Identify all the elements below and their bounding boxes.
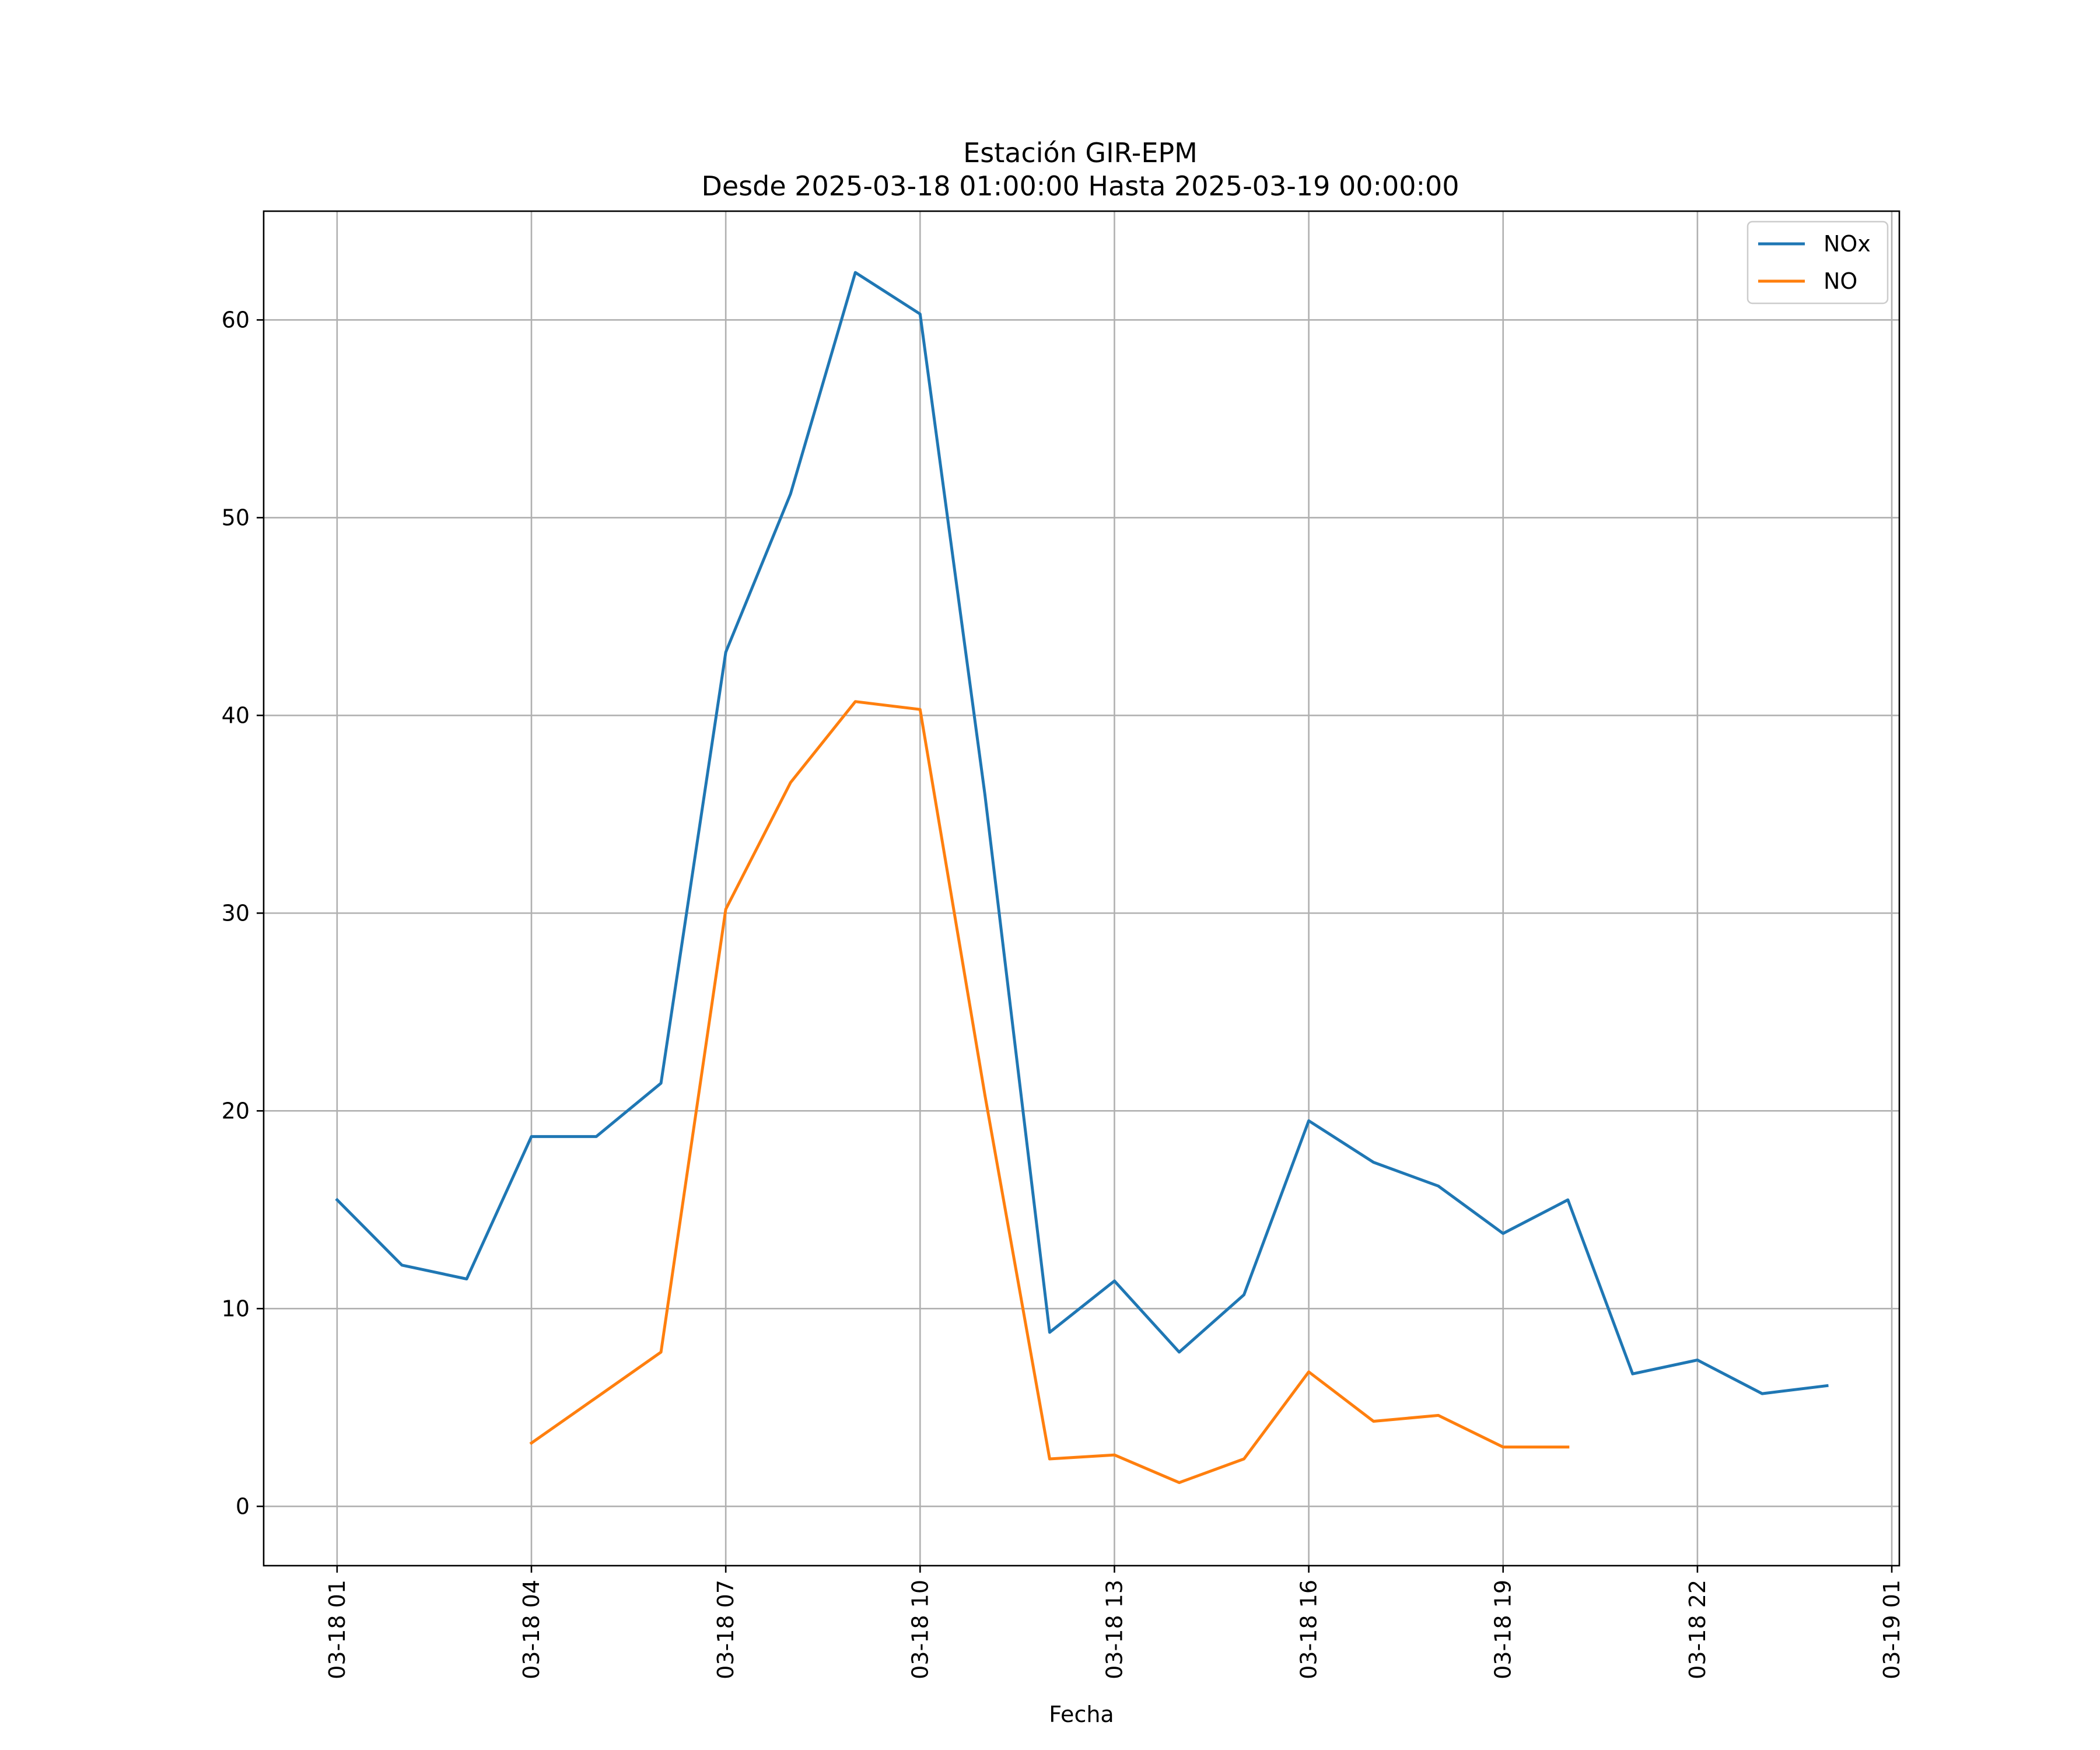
- chart-title: Estación GIR-EPM: [963, 137, 1198, 169]
- x-axis-label: Fecha: [1049, 1702, 1114, 1727]
- y-tick-label: 50: [222, 505, 250, 530]
- x-tick-label: 03-18 01: [324, 1580, 350, 1679]
- axis-ticks: 03-18 01 03-18 04 03-18 07 03-18 10 03-18 13…: [222, 307, 1905, 1679]
- y-tick-label: 30: [222, 900, 250, 926]
- x-tick-label: 03-18 19: [1490, 1580, 1516, 1679]
- series-no: [529, 700, 1570, 1485]
- legend-label-nox: NOx: [1824, 231, 1871, 257]
- x-tick-label: 03-18 10: [907, 1580, 933, 1679]
- series-line-no: [529, 700, 1570, 1485]
- x-tick-label: 03-18 13: [1101, 1580, 1127, 1679]
- chart-subtitle: Desde 2025-03-18 01:00:00 Hasta 2025-03-…: [701, 170, 1459, 202]
- x-tick-label: 03-18 22: [1685, 1580, 1710, 1679]
- series-line-nox: [335, 271, 1829, 1395]
- series-lines: [335, 271, 1829, 1485]
- y-tick-label: 0: [236, 1493, 250, 1519]
- series-nox: [335, 271, 1829, 1395]
- y-tick-label: 10: [222, 1296, 250, 1321]
- x-tick-label: 03-18 04: [519, 1580, 544, 1679]
- legend: NOx NO: [1746, 220, 1889, 304]
- x-tick-label: 03-19 01: [1879, 1580, 1905, 1679]
- y-tick-label: 20: [222, 1098, 250, 1124]
- legend-frame: [1746, 220, 1889, 304]
- y-tick-label: 60: [222, 307, 250, 332]
- x-tick-label: 03-18 16: [1296, 1580, 1322, 1679]
- legend-label-no: NO: [1824, 268, 1857, 294]
- x-tick-label: 03-18 07: [713, 1580, 738, 1679]
- plot-frame: [262, 210, 1901, 1567]
- y-tick-label: 40: [222, 702, 250, 728]
